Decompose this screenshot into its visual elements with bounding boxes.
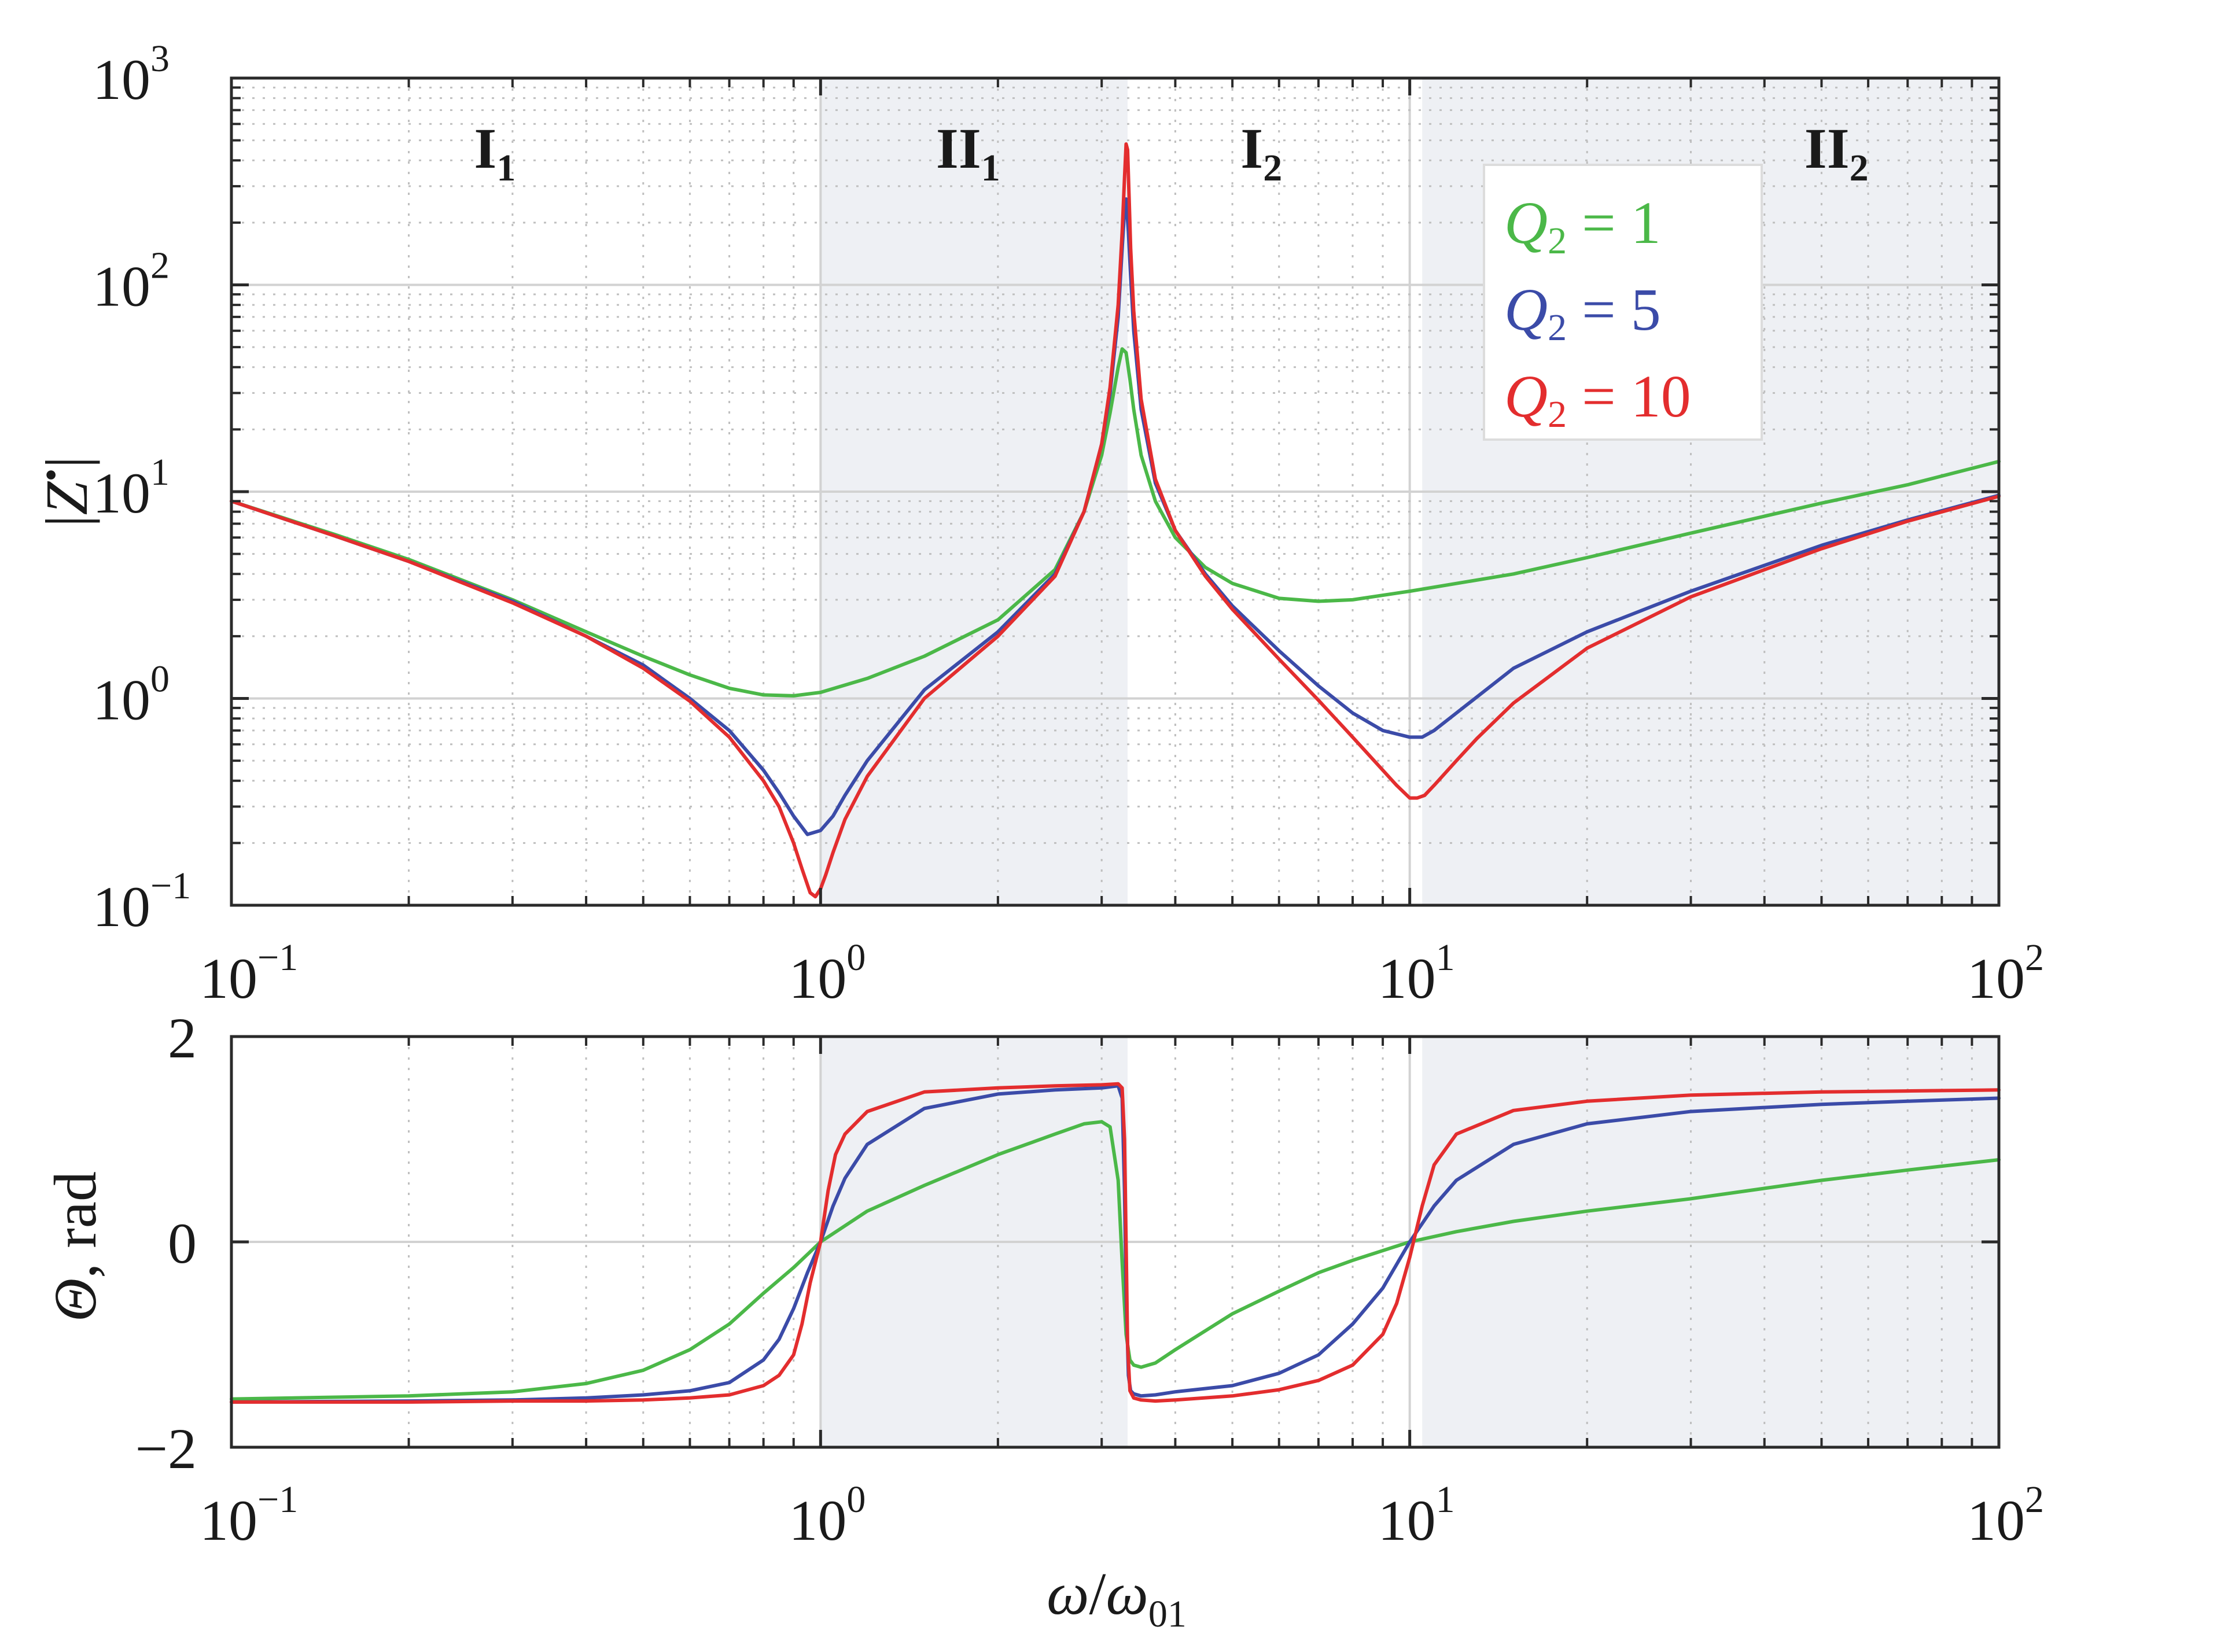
y-tick-label: 100 — [93, 658, 170, 732]
phase-chart: 10−1 100 101 102 −2 0 2 Θ, rad ω/ω01 — [42, 1006, 2044, 1635]
x-tick-label: 100 — [789, 936, 866, 1011]
x-tick-label: 10−1 — [200, 1478, 298, 1553]
legend-entry: Q2 = 5 — [1504, 276, 1661, 349]
legend-entry: Q2 = 1 — [1504, 190, 1661, 262]
y-tick-label: −2 — [135, 1417, 197, 1481]
y-tick-label: 2 — [168, 1006, 197, 1070]
legend: Q2 = 1 Q2 = 5 Q2 = 10 — [1483, 164, 1763, 441]
x-tick-label: 102 — [1967, 936, 2044, 1011]
y-tick-label: 102 — [93, 245, 170, 319]
y-axis-title-magnitude: |Z•| — [30, 456, 100, 528]
x-tick-label: 101 — [1378, 936, 1455, 1011]
x-tick-label: 101 — [1378, 1478, 1455, 1553]
x-tick-label: 102 — [1967, 1478, 2044, 1553]
region-label-II1: II1 — [936, 116, 1000, 189]
legend-box — [1483, 164, 1763, 441]
y-tick-label: 103 — [93, 38, 170, 112]
x-tick-label: 10−1 — [200, 936, 298, 1011]
series-line-phase-1 — [230, 1120, 2001, 1401]
series-line-phase-3 — [230, 1082, 2001, 1404]
legend-entry: Q2 = 10 — [1504, 363, 1691, 436]
x-axis-title: ω/ω01 — [1047, 1561, 1187, 1635]
y-tick-label: 0 — [168, 1211, 197, 1275]
y-tick-label: 10−1 — [93, 865, 191, 939]
series-line-magnitude-1 — [230, 347, 2001, 698]
y-tick-label: 101 — [93, 451, 170, 525]
magnitude-chart: 10−1 100 101 102 10−1 100 101 102 103 I1 II1 I2 II2 Q… — [30, 38, 2044, 1011]
region-label-II2: II2 — [1805, 116, 1869, 189]
y-axis-title-phase: Θ, rad — [42, 1171, 109, 1322]
x-tick-label: 100 — [789, 1478, 866, 1553]
series-line-magnitude-3 — [230, 142, 2001, 899]
region-label-I2: I2 — [1240, 116, 1282, 189]
region-label-I1: I1 — [474, 116, 515, 189]
